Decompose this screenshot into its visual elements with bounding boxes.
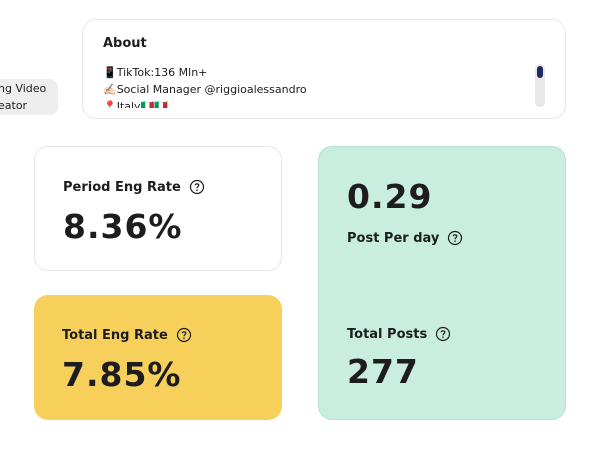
label-text: Total Posts (347, 326, 428, 342)
stat-label: Post Per day (347, 230, 463, 246)
icon-glyph (452, 234, 458, 240)
stat-label: Total Eng Rate (62, 327, 192, 343)
icon-ring (436, 326, 451, 342)
icon-dot (442, 336, 445, 338)
tag-line: eator (0, 99, 28, 112)
icon-glyph (181, 331, 187, 337)
about-line: 📍Italy🇮🇹🇮🇹 (103, 100, 168, 108)
info-icon[interactable] (435, 326, 451, 342)
posts-card: 0.29 Post Per day Total Posts 277 (318, 146, 566, 420)
icon-dot (454, 240, 457, 242)
info-icon[interactable] (176, 327, 192, 343)
icon-dot (195, 189, 198, 191)
icon-glyph (440, 330, 446, 336)
stat-value: 8.36% (63, 207, 183, 246)
icon-ring (448, 230, 463, 246)
icon-dot (183, 337, 185, 339)
stat-value: 7.85% (62, 355, 182, 394)
icon-ring (189, 179, 204, 195)
about-card: About 📱TikTok:136 Mln+ ✍🏻Social Manager … (82, 19, 566, 119)
profile-tag[interactable]: ng Video eator (0, 79, 58, 115)
about-line: ✍🏻Social Manager @riggioalessandro (103, 83, 307, 96)
info-icon[interactable] (447, 230, 463, 246)
icon-ring (176, 327, 191, 343)
label-text: Total Eng Rate (62, 327, 168, 343)
stat-label: Total Posts (347, 326, 451, 342)
tag-line: ng Video (0, 82, 47, 95)
period-eng-rate-card: Period Eng Rate 8.36% (34, 146, 282, 271)
label-text: Period Eng Rate (63, 179, 181, 195)
scrollbar[interactable] (535, 64, 545, 107)
stat-label: Period Eng Rate (63, 179, 205, 195)
about-text: 📱TikTok:136 Mln+ ✍🏻Social Manager @riggi… (103, 64, 523, 108)
label-text: Post Per day (347, 230, 440, 246)
stat-value: 277 (347, 352, 419, 391)
icon-glyph (194, 183, 200, 189)
about-line: 📱TikTok:136 Mln+ (103, 66, 208, 79)
stat-value: 0.29 (347, 177, 433, 216)
about-title: About (103, 36, 147, 51)
scroll-thumb[interactable] (537, 66, 543, 78)
total-eng-rate-card: Total Eng Rate 7.85% (34, 295, 282, 420)
info-icon[interactable] (189, 179, 205, 195)
